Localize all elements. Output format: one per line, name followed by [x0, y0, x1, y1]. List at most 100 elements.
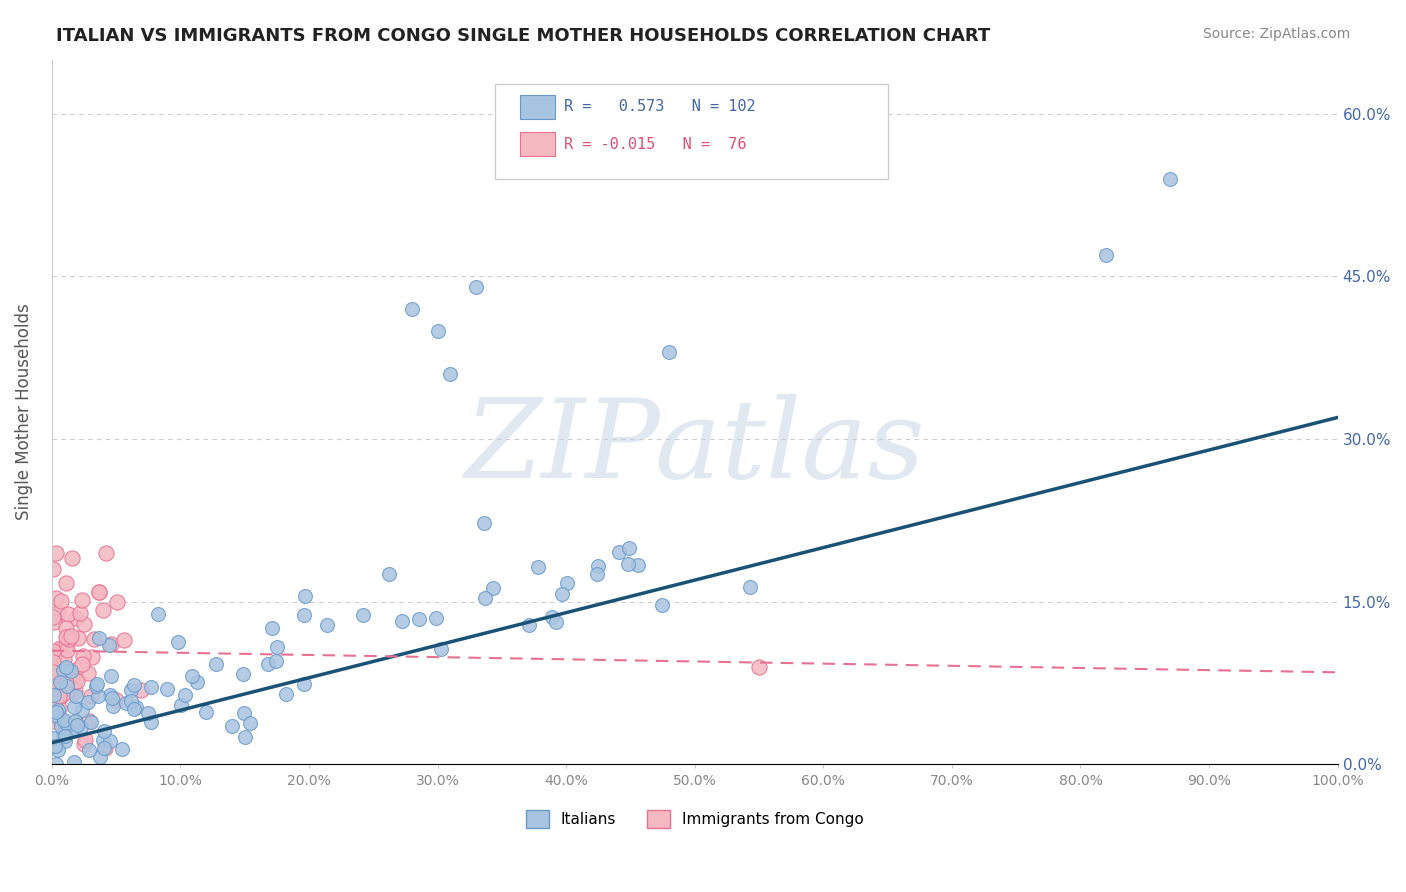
Point — [115, 697, 138, 711]
Point — [465, 280, 488, 294]
Point — [378, 566, 401, 581]
Y-axis label: Single Mother Households: Single Mother Households — [15, 303, 32, 520]
Point — [52, 651, 75, 665]
Point — [59, 681, 82, 695]
Point — [63, 700, 86, 714]
Point — [391, 615, 413, 629]
Point — [112, 632, 135, 647]
Point — [122, 678, 145, 692]
Point — [257, 657, 280, 672]
Point — [60, 664, 83, 678]
Point — [42, 615, 65, 629]
Point — [651, 599, 673, 613]
Point — [748, 660, 770, 674]
Point — [141, 681, 163, 695]
Point — [45, 705, 67, 719]
Point — [48, 703, 70, 717]
Point — [70, 720, 93, 734]
Point — [472, 516, 495, 531]
Point — [44, 739, 66, 753]
Point — [45, 739, 67, 754]
Point — [46, 690, 69, 704]
Point — [100, 669, 122, 683]
Point — [408, 612, 430, 626]
Point — [204, 657, 226, 672]
Point — [430, 642, 453, 657]
Point — [100, 688, 122, 702]
Point — [66, 674, 89, 689]
Point — [517, 618, 540, 632]
Point — [45, 591, 67, 605]
Point — [58, 632, 80, 646]
Point — [101, 698, 124, 713]
Point — [129, 683, 152, 698]
Point — [77, 695, 100, 709]
Point — [55, 576, 77, 591]
Point — [53, 663, 76, 677]
Point — [69, 607, 91, 621]
Point — [46, 742, 69, 756]
Point — [52, 663, 75, 677]
Text: ZIPatlas: ZIPatlas — [464, 393, 925, 501]
Point — [98, 638, 121, 652]
Point — [136, 706, 159, 721]
Point — [546, 615, 568, 630]
Point — [46, 607, 69, 621]
Point — [75, 733, 97, 747]
Point — [110, 742, 132, 756]
Point — [42, 731, 65, 745]
Point — [58, 629, 80, 643]
Point — [77, 714, 100, 728]
Point — [48, 660, 70, 674]
Point — [53, 722, 76, 736]
Point — [186, 675, 208, 690]
Point — [551, 587, 574, 601]
Point — [44, 663, 66, 677]
Point — [239, 716, 262, 731]
Point — [49, 674, 72, 689]
Point — [439, 367, 461, 381]
Point — [42, 656, 65, 670]
Point — [63, 714, 86, 729]
Text: R =   0.573   N = 102: R = 0.573 N = 102 — [564, 99, 755, 114]
Point — [60, 669, 83, 683]
Point — [70, 704, 93, 718]
Point — [42, 561, 65, 575]
Point — [292, 607, 315, 622]
Text: Source: ZipAtlas.com: Source: ZipAtlas.com — [1202, 27, 1350, 41]
Point — [84, 679, 107, 693]
Point — [221, 719, 243, 733]
Point — [557, 576, 579, 591]
FancyBboxPatch shape — [520, 132, 554, 156]
Point — [87, 585, 110, 599]
Point — [125, 699, 148, 714]
Point — [55, 685, 77, 699]
Point — [292, 677, 315, 691]
Point — [56, 607, 79, 621]
Point — [294, 589, 316, 603]
Point — [93, 724, 115, 739]
Point — [49, 641, 72, 656]
Point — [42, 644, 65, 658]
Point — [44, 546, 66, 560]
Text: ITALIAN VS IMMIGRANTS FROM CONGO SINGLE MOTHER HOUSEHOLDS CORRELATION CHART: ITALIAN VS IMMIGRANTS FROM CONGO SINGLE … — [56, 27, 990, 45]
Point — [49, 712, 72, 726]
Point — [55, 715, 77, 730]
Point — [66, 718, 89, 732]
Point — [233, 730, 256, 744]
Point — [91, 733, 114, 747]
Point — [53, 729, 76, 743]
FancyBboxPatch shape — [520, 95, 554, 119]
Point — [155, 681, 177, 696]
Point — [122, 702, 145, 716]
Point — [63, 663, 86, 677]
Point — [48, 689, 70, 703]
Point — [63, 673, 86, 687]
Point — [72, 657, 94, 672]
Point — [232, 666, 254, 681]
Point — [104, 693, 127, 707]
Point — [73, 737, 96, 751]
Point — [44, 690, 66, 705]
Point — [45, 681, 67, 696]
Point — [174, 689, 197, 703]
